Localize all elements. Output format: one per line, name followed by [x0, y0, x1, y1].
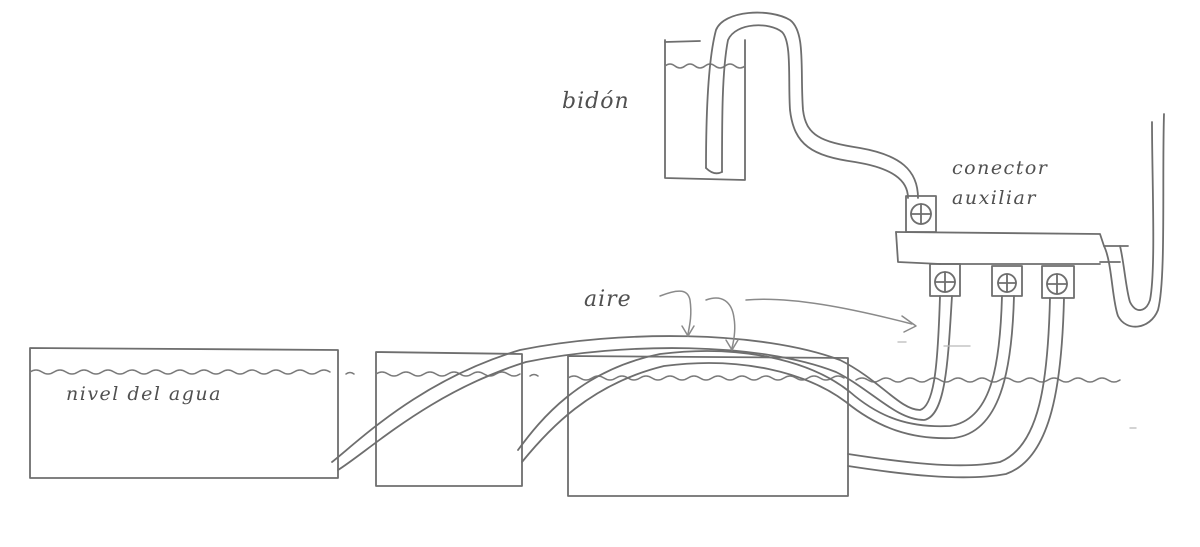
auxiliary-connector — [905, 195, 937, 233]
connector-3 — [1041, 265, 1075, 299]
water-level-label: nivel del agua — [66, 383, 222, 405]
jug-label: bidón — [562, 89, 630, 114]
tank-right — [567, 355, 1121, 497]
outlet-hose — [1103, 113, 1165, 328]
tank-left — [29, 347, 355, 479]
connector-2 — [991, 265, 1023, 297]
tank-middle — [375, 351, 539, 487]
manifold — [895, 231, 1129, 265]
connector-plus-icon — [1046, 273, 1068, 295]
connector-1 — [929, 263, 961, 297]
connector-plus-icon — [934, 271, 956, 293]
connector-label-line2: auxiliar — [952, 187, 1037, 209]
air-markers — [897, 341, 1137, 429]
hose-left-tank — [331, 295, 953, 471]
connector-plus-icon — [910, 203, 932, 225]
jug-hose — [705, 11, 919, 199]
air-label: aire — [584, 287, 632, 312]
hose-middle-tank — [517, 295, 1015, 463]
connector-plus-icon — [997, 273, 1017, 293]
hose-right-tank — [847, 297, 1065, 479]
jug — [664, 39, 746, 181]
connector-label-line1: conector — [952, 157, 1049, 179]
air-arrows — [659, 290, 917, 351]
